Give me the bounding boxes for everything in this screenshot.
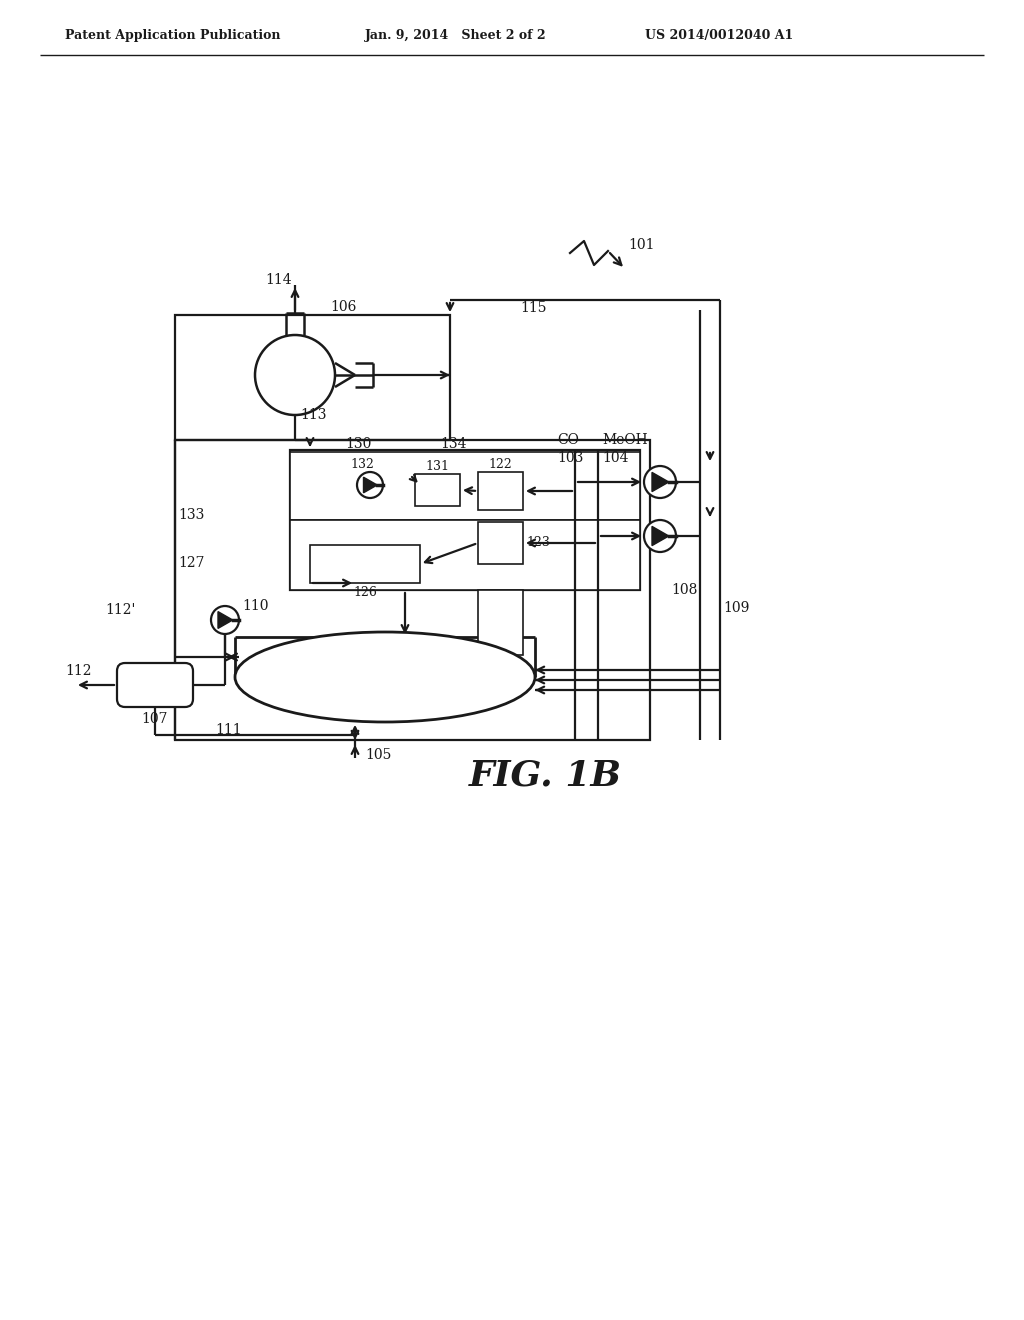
Text: 112: 112 xyxy=(65,664,91,678)
Text: 111: 111 xyxy=(215,723,242,737)
Text: 104: 104 xyxy=(602,451,629,465)
Text: 112': 112' xyxy=(105,603,135,616)
Bar xyxy=(175,315,450,440)
Circle shape xyxy=(357,473,383,498)
Text: 105: 105 xyxy=(365,748,391,762)
Text: 126: 126 xyxy=(353,586,377,598)
Text: 108: 108 xyxy=(672,583,698,597)
Text: 132: 132 xyxy=(350,458,374,471)
Text: 122: 122 xyxy=(488,458,512,471)
Polygon shape xyxy=(364,478,377,492)
Text: 106: 106 xyxy=(330,300,356,314)
FancyBboxPatch shape xyxy=(117,663,193,708)
Text: 123: 123 xyxy=(526,536,550,549)
Text: FIG. 1B: FIG. 1B xyxy=(469,758,622,792)
Text: 134: 134 xyxy=(440,437,467,451)
Bar xyxy=(290,450,640,590)
Bar xyxy=(478,521,523,564)
Bar xyxy=(290,451,640,520)
Bar xyxy=(175,440,650,741)
Bar xyxy=(310,545,420,583)
Text: 130: 130 xyxy=(345,437,372,451)
Bar xyxy=(478,590,523,655)
Text: MeOH: MeOH xyxy=(602,433,647,447)
Text: 133: 133 xyxy=(178,508,205,521)
Text: 113: 113 xyxy=(300,408,327,422)
Bar xyxy=(290,520,640,590)
Text: 114: 114 xyxy=(265,273,292,286)
Bar xyxy=(478,473,523,510)
Text: 115: 115 xyxy=(520,301,547,315)
Polygon shape xyxy=(218,611,232,628)
Text: 103: 103 xyxy=(557,451,584,465)
Text: Patent Application Publication: Patent Application Publication xyxy=(65,29,281,41)
Circle shape xyxy=(255,335,335,414)
Text: 127: 127 xyxy=(178,556,205,570)
Bar xyxy=(415,474,460,506)
Text: Jan. 9, 2014   Sheet 2 of 2: Jan. 9, 2014 Sheet 2 of 2 xyxy=(365,29,547,41)
Circle shape xyxy=(211,606,239,634)
Text: 131: 131 xyxy=(425,461,449,474)
Text: 109: 109 xyxy=(723,601,750,615)
Polygon shape xyxy=(652,527,669,545)
Polygon shape xyxy=(652,473,669,491)
Text: US 2014/0012040 A1: US 2014/0012040 A1 xyxy=(645,29,794,41)
Text: 101: 101 xyxy=(628,238,654,252)
Text: CO: CO xyxy=(557,433,579,447)
Text: 124: 124 xyxy=(488,659,512,672)
Text: 110: 110 xyxy=(242,599,268,612)
Ellipse shape xyxy=(234,632,535,722)
Circle shape xyxy=(644,466,676,498)
Text: 107: 107 xyxy=(141,711,168,726)
Circle shape xyxy=(644,520,676,552)
